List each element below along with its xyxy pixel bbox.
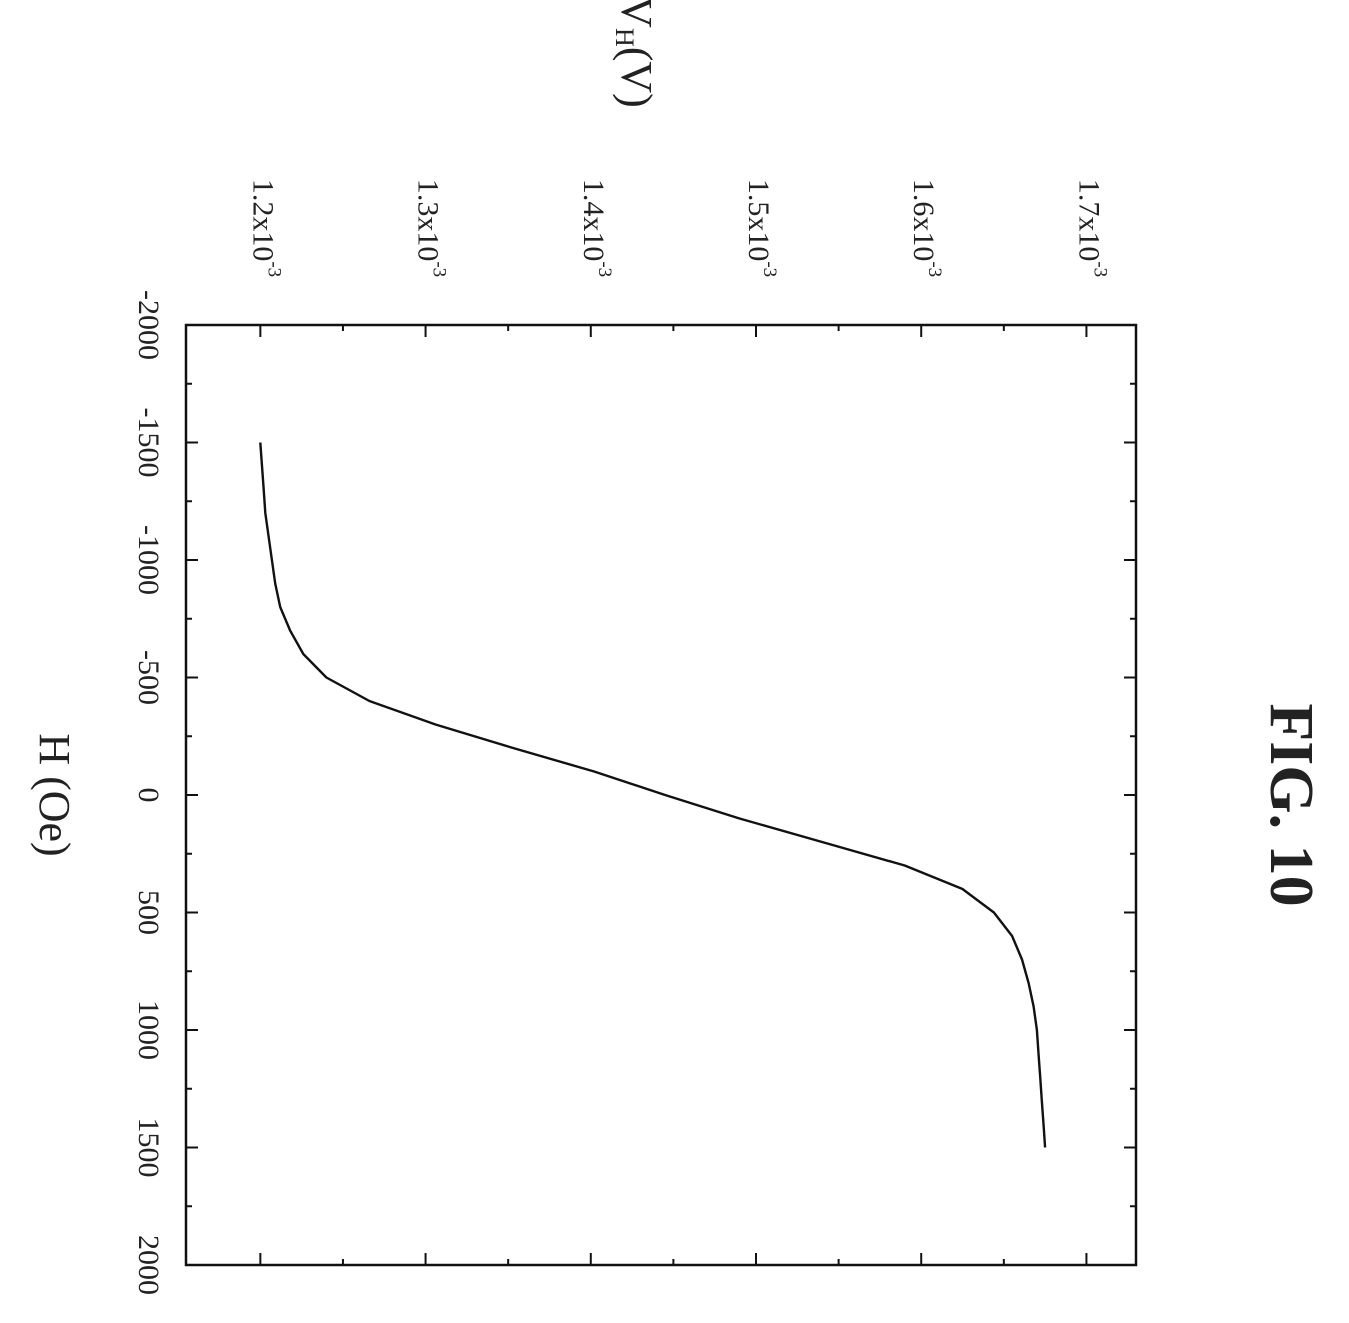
x-tick-label: -500	[132, 650, 165, 705]
x-tick-labels: -2000 -1500 -1000 -500 0 500 1000 1500 2000	[132, 290, 165, 1295]
y-tick-label-mantissa: 1.6x10	[907, 179, 940, 262]
x-tick-label: -2000	[132, 290, 165, 360]
y-tick-label: 1.2x10-3	[246, 179, 284, 277]
y-axis-title: VH(V)	[610, 0, 661, 108]
y-axis-title-unit: (V)	[612, 47, 661, 108]
x-tick-label: -1000	[132, 525, 165, 595]
x-axis-title: H (Oe)	[30, 733, 79, 856]
y-tick-label-exponent: -3	[1089, 261, 1110, 277]
x-tick-label: 1000	[132, 1000, 165, 1060]
axis-ticks	[186, 324, 1136, 1266]
y-tick-label-mantissa: 1.2x10	[246, 179, 279, 262]
x-tick-label: 0	[132, 788, 165, 803]
y-tick-label: 1.7x10-3	[1073, 179, 1111, 277]
y-tick-labels: 1.2x10-31.3x10-31.4x10-31.5x10-31.6x10-3…	[246, 179, 1110, 277]
y-tick-label-mantissa: 1.7x10	[1073, 179, 1106, 262]
y-tick-label: 1.4x10-3	[577, 179, 615, 277]
x-tick-label: 1500	[132, 1118, 165, 1178]
figure-title: FIG. 10	[1257, 703, 1325, 906]
y-tick-label: 1.5x10-3	[742, 179, 780, 277]
y-tick-label-exponent: -3	[428, 261, 449, 277]
series-line	[259, 442, 1047, 1148]
x-tick-label: -1500	[132, 408, 165, 478]
y-tick-label: 1.3x10-3	[412, 179, 450, 277]
y-axis-title-subscript: H	[610, 28, 639, 47]
plot-frame	[184, 323, 1138, 1267]
y-tick-label-mantissa: 1.4x10	[577, 179, 610, 262]
y-tick-label-exponent: -3	[593, 261, 614, 277]
y-tick-label-mantissa: 1.5x10	[742, 179, 775, 262]
y-axis-title-main: V	[612, 0, 661, 28]
y-tick-label-exponent: -3	[759, 261, 780, 277]
x-tick-label: 500	[132, 890, 165, 935]
x-tick-label: 2000	[132, 1235, 165, 1295]
y-tick-label: 1.6x10-3	[907, 179, 945, 277]
y-tick-label-exponent: -3	[924, 261, 945, 277]
y-tick-label-mantissa: 1.3x10	[412, 179, 445, 262]
y-tick-label-exponent: -3	[263, 261, 284, 277]
